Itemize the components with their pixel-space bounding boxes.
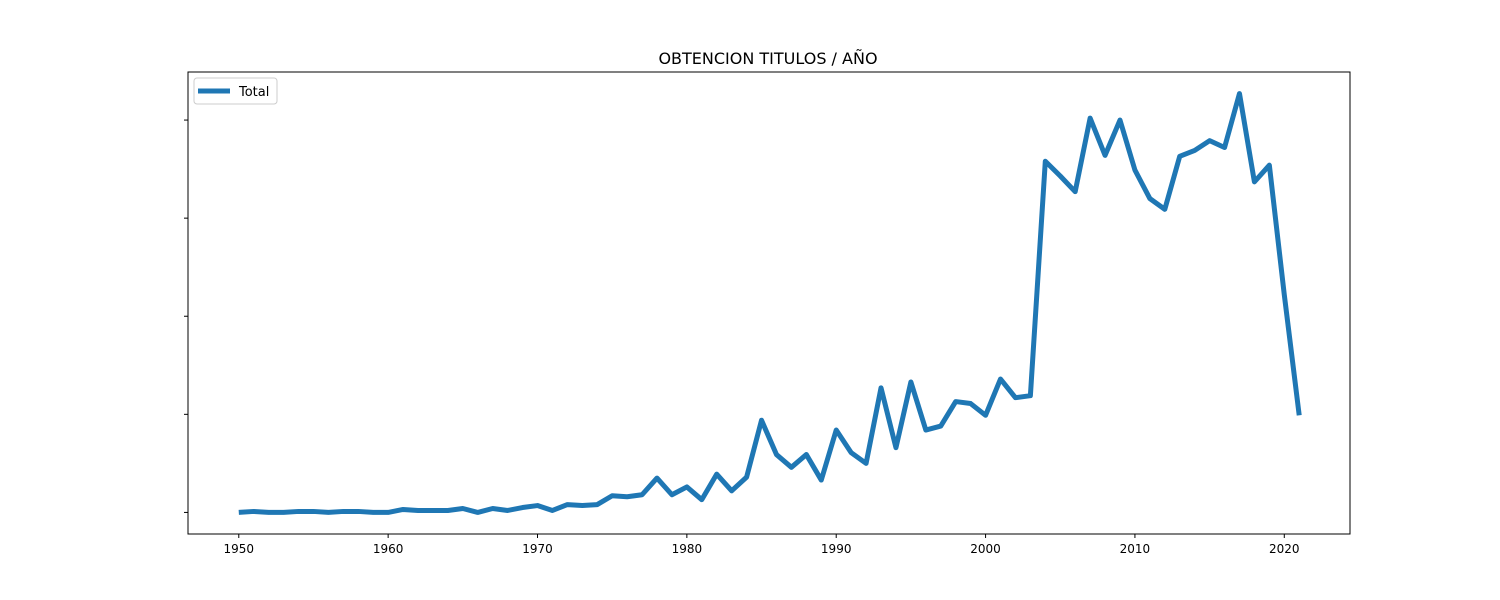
x-tick-label-2000: 2000 [970,542,1001,556]
series-line-total [238,91,1302,515]
x-tick-label-1960: 1960 [373,542,404,556]
chart-title: OBTENCION TITULOS / AÑO [658,49,877,68]
x-tick-label-1980: 1980 [672,542,703,556]
x-tick-label-1970: 1970 [522,542,553,556]
ticks-layer: 1950 1960 1970 1980 1990 2000 2010 2020 [184,119,1300,556]
legend-label-total: Total [238,85,269,100]
legend-box [193,77,278,105]
x-tick-label-2010: 2010 [1120,542,1151,556]
x-tick-label-1990: 1990 [821,542,852,556]
x-tick-label-1950: 1950 [224,542,255,556]
legend: Total [193,77,278,105]
plot-frame [187,71,1351,535]
x-tick-label-2020: 2020 [1269,542,1300,556]
